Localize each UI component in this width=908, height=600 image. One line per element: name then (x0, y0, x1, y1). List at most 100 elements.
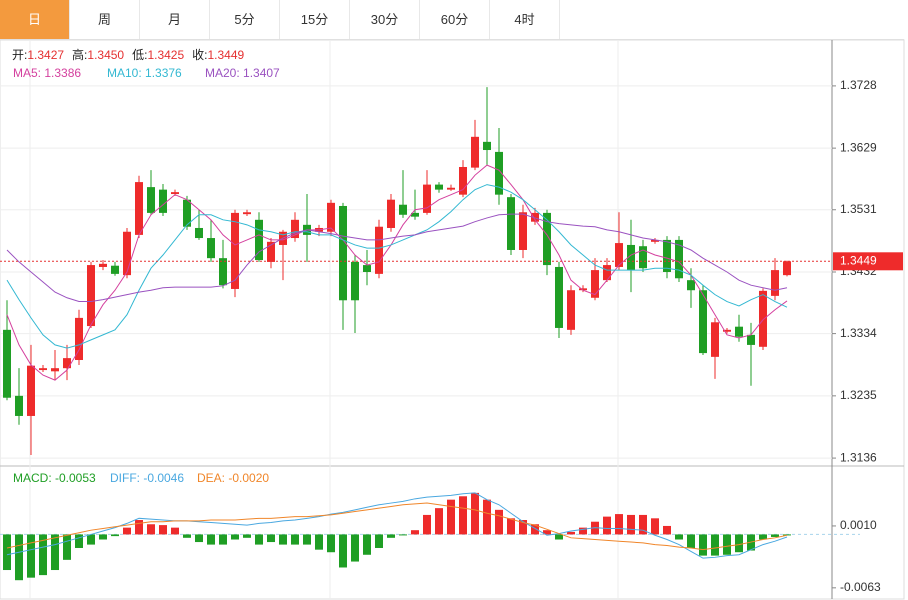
candle-body (111, 265, 119, 274)
macd-bar (579, 527, 587, 535)
candle-body (339, 205, 347, 301)
candle-body (723, 329, 731, 332)
candle-body (207, 238, 215, 259)
candle-body (147, 187, 155, 213)
candle-body (267, 241, 275, 262)
macd-bar (27, 534, 35, 578)
y-tick-label: 1.3728 (840, 78, 877, 92)
candle-body (75, 317, 83, 361)
macd-bar (327, 534, 335, 553)
candle-body (627, 244, 635, 271)
y-tick-label: 1.3136 (840, 450, 877, 464)
info-value: 1.3427 (27, 48, 64, 62)
candle-body (375, 226, 383, 274)
info-value: 1.3450 (87, 48, 124, 62)
macd-bar (363, 534, 371, 555)
macd-bar (531, 524, 539, 535)
last-price-label: 1.3449 (840, 253, 877, 267)
candle-body (435, 184, 443, 190)
macd-bar (447, 499, 455, 535)
macd-bar (243, 534, 251, 538)
candle-body (27, 365, 35, 416)
macd-bar (543, 530, 551, 535)
last-price-box (833, 252, 903, 271)
candle-body (711, 322, 719, 357)
candle-body (483, 141, 491, 151)
candle-body (735, 326, 743, 337)
macd-bar (195, 534, 203, 543)
period-tab[interactable]: 30分 (350, 0, 420, 39)
candle-body (99, 263, 107, 267)
candle-body (771, 270, 779, 296)
macd-bar (555, 534, 563, 540)
candle-body (159, 189, 167, 213)
macd-bar (39, 534, 47, 576)
info-label: 开: (12, 48, 27, 62)
macd-bar (159, 525, 167, 535)
candle-body (591, 270, 599, 298)
macd-bar (615, 514, 623, 535)
candle-body (639, 246, 647, 269)
macd-bar (435, 508, 443, 535)
candle-body (531, 212, 539, 222)
macd-bar (411, 530, 419, 535)
macd-bar (255, 534, 263, 545)
y-tick-label: 0.0010 (840, 518, 877, 532)
candle-body (663, 239, 671, 272)
period-tab[interactable]: 月 (140, 0, 210, 39)
macd-bar (423, 514, 431, 535)
period-tab[interactable]: 周 (70, 0, 140, 39)
macd-bar (471, 492, 479, 535)
candle-body (615, 243, 623, 267)
macd-bar (735, 534, 743, 553)
candle-body (363, 265, 371, 272)
macd-bar (183, 534, 191, 538)
legend-entry: MA10: 1.3376 (107, 66, 182, 80)
candle-body (255, 219, 263, 261)
period-tab[interactable]: 日 (0, 0, 70, 39)
candle-body (555, 266, 563, 328)
candle-body (351, 261, 359, 301)
candle-body (3, 329, 11, 398)
indicator-line (6, 213, 788, 303)
candle-body (579, 288, 587, 291)
candle-body (63, 358, 71, 369)
y-tick-label: -0.0063 (840, 580, 881, 594)
macd-bar (711, 534, 719, 556)
macd-bar (495, 509, 503, 535)
candle-body (87, 265, 95, 327)
period-tab[interactable]: 4时 (490, 0, 560, 39)
candle-body (195, 227, 203, 239)
chart-frame (0, 39, 905, 600)
indicator-line (6, 184, 788, 349)
macd-bar (375, 534, 383, 548)
candle-body (651, 239, 659, 242)
period-tab[interactable]: 60分 (420, 0, 490, 39)
macd-bar (627, 514, 635, 535)
period-tab[interactable]: 5分 (210, 0, 280, 39)
macd-bar (75, 534, 83, 548)
macd-bar (123, 527, 131, 535)
candle-body (603, 265, 611, 281)
legend-entry: MA20: 1.3407 (205, 66, 280, 80)
macd-bar (771, 534, 779, 537)
macd-bar (387, 534, 395, 538)
macd-bar (15, 534, 23, 581)
macd-bar (339, 534, 347, 568)
period-tab[interactable]: 15分 (280, 0, 350, 39)
candle-body (459, 166, 467, 195)
candle-body (387, 199, 395, 228)
macd-bar (351, 534, 359, 562)
candle-body (423, 184, 431, 213)
candle-body (519, 212, 527, 250)
macd-bar (687, 534, 695, 548)
macd-bar (291, 534, 299, 545)
macd-bar (3, 534, 11, 571)
legend-entry: DIFF: -0.0046 (110, 471, 184, 485)
indicator-line (6, 502, 788, 551)
period-tabs: 日周月 5分 15分 30分 60分 4时 (0, 0, 904, 40)
macd-bar (87, 534, 95, 545)
info-value: 1.3449 (207, 48, 244, 62)
info-label: 收: (192, 48, 207, 62)
